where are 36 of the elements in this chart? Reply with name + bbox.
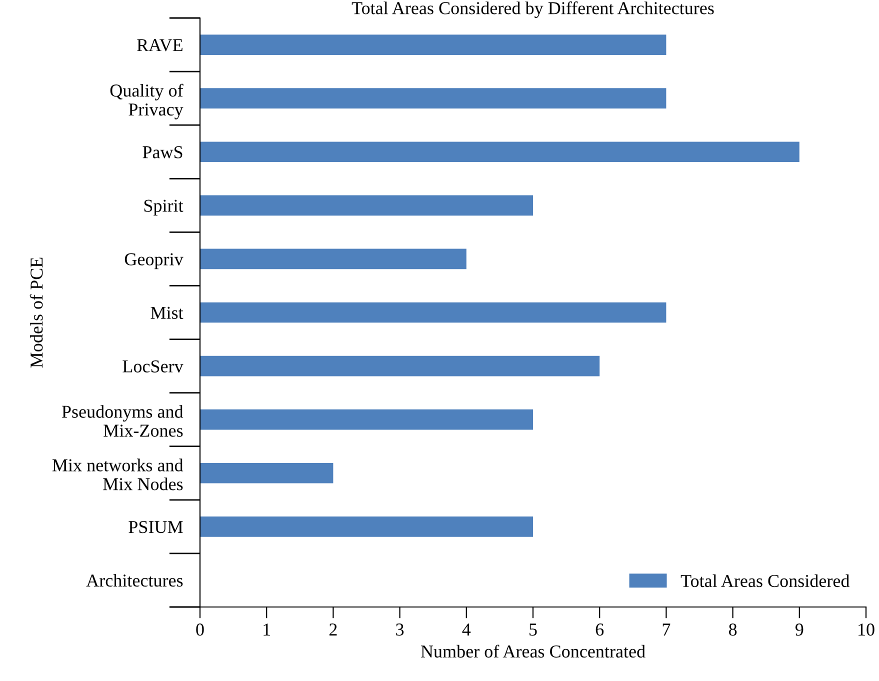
x-tick-label: 7 bbox=[662, 624, 670, 636]
bar bbox=[200, 302, 666, 323]
y-tick-label: Geopriv bbox=[124, 253, 184, 270]
y-tick-label: PawS bbox=[142, 146, 182, 158]
y-tick-label: Spirit bbox=[144, 200, 184, 216]
x-tick-label: 1 bbox=[264, 624, 270, 636]
y-tick-label: Pseudonyms and Mix-Zones bbox=[62, 405, 184, 437]
y-tick-label: RAVE bbox=[137, 39, 182, 52]
bar bbox=[200, 195, 533, 216]
bar bbox=[200, 516, 533, 537]
x-tick-label: 2 bbox=[329, 624, 337, 636]
bar bbox=[200, 248, 466, 270]
y-tick-label: LocServ bbox=[122, 360, 184, 372]
bar bbox=[200, 462, 334, 484]
y-tick-label: Architectures bbox=[86, 574, 183, 587]
y-tick-label: Mist bbox=[150, 306, 184, 319]
x-tick-label: 5 bbox=[530, 624, 537, 636]
bar bbox=[200, 88, 666, 108]
x-tick-label: 6 bbox=[596, 624, 604, 636]
bar bbox=[200, 34, 666, 55]
x-axis-title: Number of Areas Concentrated bbox=[420, 644, 646, 658]
legend-label: Total Areas Considered bbox=[680, 574, 850, 588]
bar bbox=[200, 142, 800, 162]
y-axis-title: Models of PCE bbox=[30, 258, 43, 368]
x-tick-label: 10 bbox=[858, 623, 874, 636]
x-tick-label: 3 bbox=[396, 624, 404, 636]
bar bbox=[200, 409, 533, 430]
x-tick-label: 0 bbox=[196, 623, 204, 636]
x-tick-label: 4 bbox=[462, 624, 471, 636]
y-tick-label: Mix networks and Mix Nodes bbox=[52, 458, 184, 490]
y-tick-label: Quality of Privacy bbox=[110, 84, 184, 120]
y-tick-label: PSIUM bbox=[128, 520, 183, 534]
x-tick-label: 8 bbox=[728, 623, 737, 636]
chart-title: Total Areas Considered by Different Architectures bbox=[352, 1, 714, 18]
bar bbox=[200, 356, 600, 376]
x-tick-label: 9 bbox=[795, 624, 804, 636]
